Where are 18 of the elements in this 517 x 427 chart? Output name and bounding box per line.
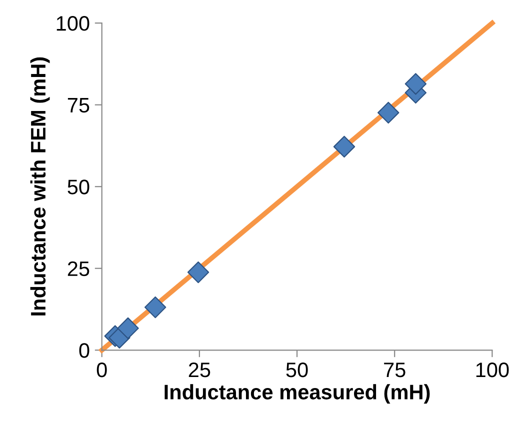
point — [378, 102, 400, 124]
point — [117, 317, 139, 340]
y-tick-label: 0 — [79, 343, 90, 358]
y-tick-label: 100 — [56, 16, 90, 31]
x-tick-label: 50 — [286, 362, 308, 378]
x-tick-label: 0 — [96, 362, 107, 378]
y-tick-label: 50 — [68, 180, 90, 194]
point — [333, 136, 356, 158]
y-tick-label: 25 — [68, 261, 90, 276]
x-tick-label: 75 — [384, 362, 406, 378]
point — [144, 296, 166, 318]
x-axis-title: Inductance measured (mH) — [164, 384, 430, 404]
x-tick-label: 100 — [476, 362, 509, 378]
point — [187, 261, 210, 284]
y-axis-title: Inductance with FEM (mH) — [30, 57, 50, 316]
x-tick-label: 25 — [188, 362, 210, 378]
y-tick-label: 75 — [68, 98, 90, 113]
point — [404, 73, 427, 95]
